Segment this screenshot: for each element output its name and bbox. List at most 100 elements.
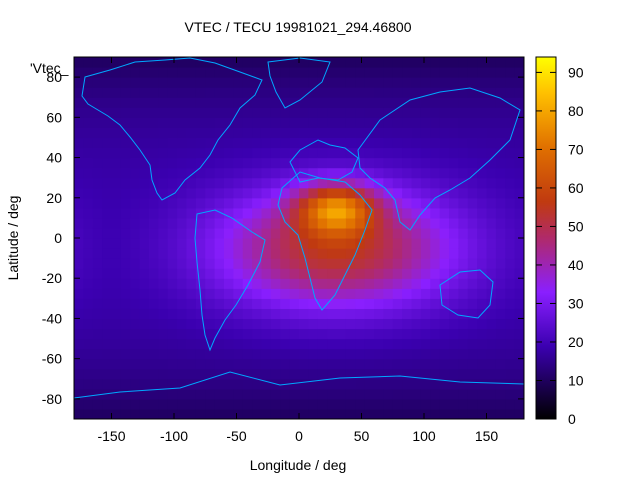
heatmap-cell [505,338,516,350]
heatmap-cell [477,97,488,108]
heatmap-cell [289,157,300,169]
heatmap-cell [383,368,394,380]
heatmap-cell [224,278,234,289]
heatmap-cell [242,318,253,330]
heatmap-cell [449,77,459,88]
heatmap-cell [449,328,459,340]
heatmap-cell [111,187,122,199]
heatmap-cell [458,378,469,390]
heatmap-cell [308,167,319,179]
heatmap-cell [495,318,506,330]
heatmap-cell [420,207,431,219]
heatmap-cell [111,288,122,299]
heatmap-cell [383,248,394,259]
heatmap-cell [420,238,431,249]
coastline-africa [277,171,373,311]
heatmap-cell [402,258,413,269]
heatmap-cell [186,217,197,229]
heatmap-cell [177,358,188,370]
heatmap-cell [158,318,169,330]
heatmap-cell [149,217,159,229]
heatmap-cell [383,137,394,149]
heatmap-cell [449,248,459,259]
heatmap-cell [467,97,478,108]
heatmap-cell [336,238,347,249]
heatmap-cell [214,167,225,179]
heatmap-cell [430,268,441,279]
heatmap-cell [458,207,469,219]
heatmap-cell [224,338,234,350]
heatmap-cell [383,217,394,229]
heatmap-cell [514,298,524,309]
heatmap-cell [177,278,188,289]
heatmap-cell [186,57,197,68]
heatmap-cell [177,77,188,88]
heatmap-cell [317,97,328,108]
heatmap-cell [252,137,263,149]
heatmap-cell [195,408,206,419]
heatmap-cell [242,57,253,68]
heatmap-cell [392,258,403,269]
heatmap-cell [289,227,300,239]
heatmap-cell [355,57,366,68]
heatmap-cell [102,77,113,88]
heatmap-cell [505,398,516,410]
heatmap-cell [233,167,244,179]
heatmap-cell [308,57,319,68]
heatmap-cell [186,137,197,149]
heatmap-cell [158,328,169,340]
heatmap-cell [195,187,206,199]
heatmap-cell [514,137,524,149]
heatmap-cell [336,117,347,128]
heatmap-cell [120,197,131,209]
heatmap-cell [411,77,422,88]
heatmap-cell [336,318,347,330]
heatmap-cell [374,117,384,128]
heatmap-cell [411,117,422,128]
heatmap-cell [336,268,347,279]
heatmap-cell [495,107,506,118]
heatmap-cell [420,87,431,98]
heatmap-cell [402,388,413,400]
heatmap-cell [336,167,347,179]
heatmap-cell [402,87,413,98]
heatmap-cell [252,378,263,390]
heatmap-cell [383,258,394,269]
heatmap-cell [280,248,291,259]
heatmap-cell [102,408,113,419]
heatmap-cell [270,177,281,189]
heatmap-cell [92,187,103,199]
heatmap-cell [261,57,272,68]
heatmap-cell [167,398,178,410]
heatmap-cell [392,137,403,149]
heatmap-cell [83,157,94,169]
heatmap-cell [158,298,169,309]
heatmap-cell [158,248,169,259]
heatmap-cell [336,197,347,209]
heatmap-cell [439,177,450,189]
heatmap-cell [327,368,338,380]
heatmap-cell [92,238,103,249]
heatmap-cell [364,328,375,340]
heatmap-cell [102,67,113,78]
heatmap-cell [224,268,234,279]
heatmap-cell [120,67,131,78]
heatmap-cell [83,147,94,159]
heatmap-cell [102,117,113,128]
heatmap-cell [130,107,141,118]
heatmap-cell [458,127,469,139]
heatmap-cell [74,308,84,320]
heatmap-cell [317,217,328,229]
heatmap-cell [430,227,441,239]
heatmap-cell [261,358,272,370]
heatmap-cell [261,147,272,159]
heatmap-cell [308,217,319,229]
heatmap-cell [158,308,169,320]
heatmap-cell [102,358,113,370]
heatmap-cell [177,388,188,400]
heatmap-cell [83,127,94,139]
heatmap-cell [336,97,347,108]
heatmap-cell [486,258,497,269]
heatmap-cell [392,217,403,229]
heatmap-cell [186,107,197,118]
